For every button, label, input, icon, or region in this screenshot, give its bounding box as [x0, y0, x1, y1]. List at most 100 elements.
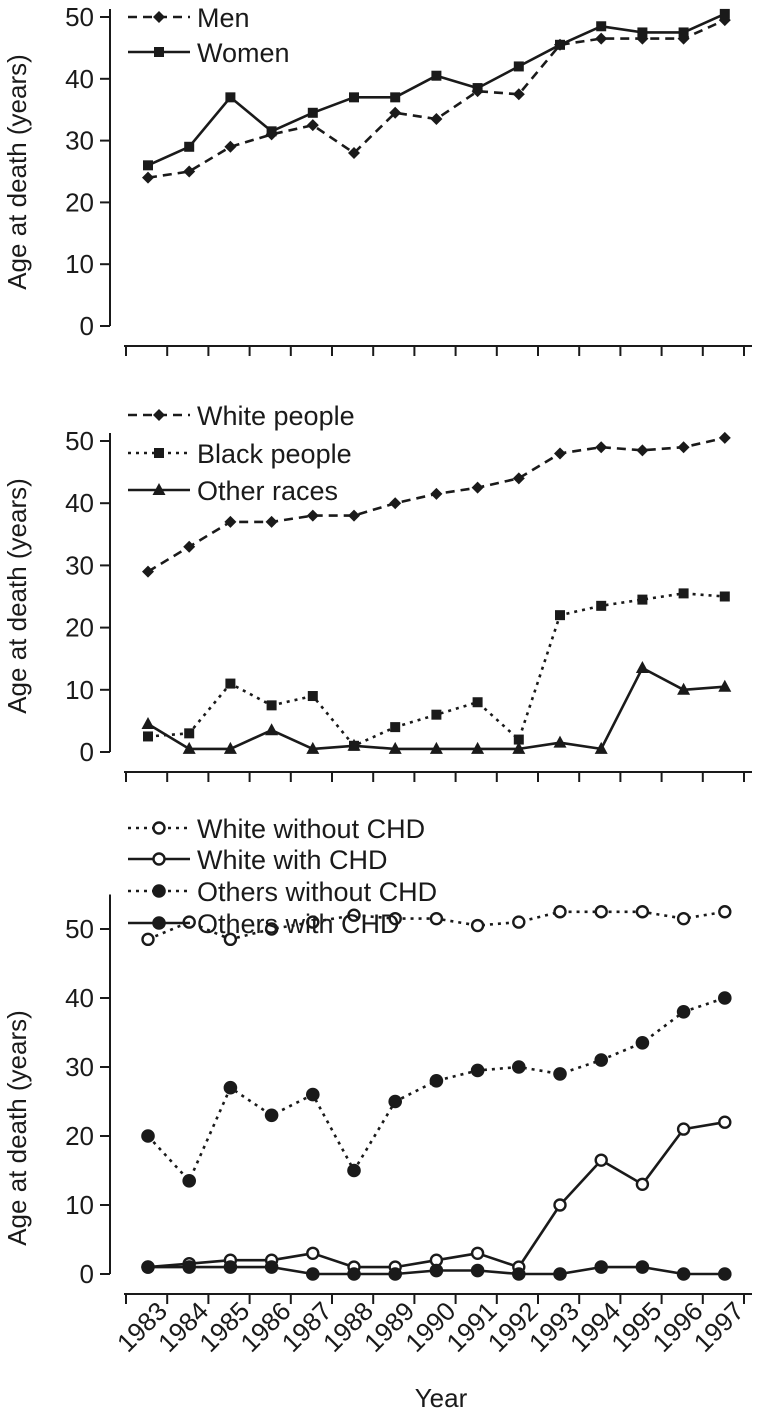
data-point [555, 610, 565, 621]
y-axis-label: Age at death (years) [2, 54, 32, 290]
data-point [470, 1263, 485, 1278]
y-tick-label: 50 [65, 426, 94, 456]
y-tick-label: 40 [65, 983, 94, 1013]
data-point [430, 487, 443, 500]
data-point [266, 700, 277, 711]
data-point [471, 741, 485, 754]
data-point [718, 1267, 732, 1281]
legend-label: White people [197, 401, 355, 431]
y-tick-label: 30 [65, 126, 94, 156]
data-point [553, 1198, 567, 1212]
y-tick-label: 0 [80, 1259, 94, 1289]
data-point [553, 1267, 567, 1281]
data-point [553, 735, 567, 748]
data-point [389, 106, 402, 119]
data-point [224, 515, 237, 528]
y-axis-label: Age at death (years) [2, 478, 32, 714]
data-point [676, 911, 691, 926]
data-point [512, 1060, 526, 1074]
data-point [676, 1267, 691, 1281]
data-point [152, 916, 166, 930]
y-tick-label: 0 [80, 737, 94, 767]
data-point [430, 112, 443, 125]
data-point [306, 1246, 320, 1261]
y-tick-label: 50 [65, 2, 94, 32]
data-point [470, 1063, 485, 1078]
data-point [152, 884, 166, 898]
data-point [594, 905, 608, 919]
y-tick-label: 20 [65, 187, 94, 217]
data-point [718, 1115, 732, 1129]
y-tick-label: 40 [65, 488, 94, 518]
data-point [512, 88, 525, 101]
data-point [143, 731, 153, 742]
data-point [718, 431, 731, 444]
data-point [153, 11, 165, 23]
panel-2-series [141, 431, 732, 754]
y-tick-label: 20 [65, 613, 94, 643]
data-point [718, 679, 732, 692]
data-point [183, 165, 196, 178]
legend-label: Men [197, 3, 250, 33]
data-point [677, 682, 691, 695]
data-point [152, 483, 166, 495]
data-point [429, 741, 443, 754]
data-point [183, 540, 196, 553]
y-tick-label: 40 [65, 64, 94, 94]
data-point [636, 444, 649, 457]
data-point [431, 70, 442, 81]
x-axis-label: Year [415, 1383, 468, 1413]
series-line-white-with-chd [147, 1120, 726, 1269]
data-point [676, 1122, 691, 1136]
data-point [678, 588, 689, 599]
data-point [390, 92, 401, 103]
y-tick-label: 50 [65, 914, 94, 944]
series-line-black-people [147, 592, 725, 748]
panel-3: Age at death (years) 0 10 20 30 40 50 White w… [2, 814, 752, 1413]
y-tick-label: 10 [65, 1190, 94, 1220]
panel-1: Age at death (years) 0 10 20 30 40 50 Men Wome… [2, 2, 752, 356]
data-point [553, 1067, 567, 1081]
panel-2: Age at death (years) 0 10 20 30 40 50 White p… [2, 401, 752, 782]
data-point [719, 591, 730, 602]
data-point [635, 661, 649, 674]
y-tick-label: 0 [80, 311, 94, 341]
data-point [388, 1267, 403, 1281]
data-point [637, 594, 648, 605]
y-axis-label: Age at death (years) [2, 1010, 32, 1246]
y-tick-label: 10 [65, 675, 94, 705]
y-tick-label: 20 [65, 1121, 94, 1151]
panel-2-legend: White people Black people Other races [128, 401, 355, 506]
data-point [594, 1053, 608, 1067]
data-point [388, 1094, 403, 1109]
data-point [637, 27, 648, 38]
data-point [223, 932, 238, 947]
data-point [224, 140, 237, 153]
data-point [594, 741, 608, 754]
data-point [431, 709, 442, 720]
data-point [595, 441, 608, 454]
data-point [306, 1087, 320, 1102]
y-tick-label: 30 [65, 1052, 94, 1082]
data-point [223, 1260, 238, 1274]
y-tick-label: 10 [65, 249, 94, 279]
data-point [347, 738, 361, 751]
data-point [677, 441, 690, 454]
panel-3-series [141, 905, 732, 1281]
data-point [306, 915, 320, 929]
data-point [153, 409, 165, 421]
data-point [513, 61, 524, 72]
x-tick-label: 1997 [688, 1296, 750, 1358]
data-point [182, 741, 196, 754]
data-point [264, 1108, 279, 1123]
data-point [141, 932, 155, 947]
data-point [429, 1263, 444, 1278]
data-point [142, 565, 154, 578]
data-point [429, 911, 444, 926]
data-point [596, 21, 607, 32]
data-point [719, 8, 730, 19]
x-tick-labels: 1983198419851986198719881989199019911992… [111, 1296, 750, 1358]
data-point [555, 39, 565, 50]
data-point [142, 171, 154, 184]
